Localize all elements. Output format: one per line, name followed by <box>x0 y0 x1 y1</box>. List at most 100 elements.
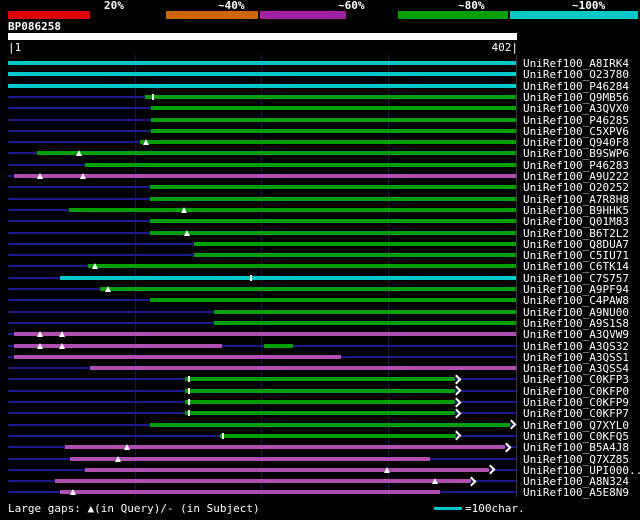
query-gap-triangle-icon <box>184 229 190 236</box>
alignment-bar[interactable] <box>8 72 516 77</box>
row-label[interactable]: UniRef100_A8IRK4 <box>523 57 629 70</box>
row-label[interactable]: UniRef100_P46285 <box>523 114 629 127</box>
alignment-bar[interactable] <box>150 298 516 303</box>
subject-gap-tick <box>188 387 190 394</box>
row-label[interactable]: UniRef100_C6TK14 <box>523 260 629 273</box>
row-label[interactable]: UniRef100_A9U222 <box>523 170 629 183</box>
row-label[interactable]: UniRef100_Q8DUA7 <box>523 238 629 251</box>
row-label[interactable]: UniRef100_B9SWP6 <box>523 147 629 160</box>
alignment-bar[interactable] <box>85 162 516 167</box>
query-gap-triangle-icon <box>432 478 438 485</box>
plot-right-border <box>516 55 517 497</box>
alignment-bar[interactable] <box>69 207 516 212</box>
alignment-bar[interactable] <box>140 140 516 145</box>
alignment-bar[interactable] <box>185 400 455 404</box>
arrowhead-icon <box>466 476 477 487</box>
alignment-bar[interactable] <box>150 422 510 427</box>
row-label[interactable]: UniRef100_Q01M83 <box>523 215 629 228</box>
row-label[interactable]: UniRef100_P46283 <box>523 159 629 172</box>
alignment-bar[interactable] <box>14 332 516 337</box>
row-label[interactable]: UniRef100_UPI000... <box>523 464 640 477</box>
subject-gap-tick <box>188 410 190 417</box>
scale-legend-line <box>434 507 462 510</box>
alignment-bar[interactable] <box>150 219 516 224</box>
row-label[interactable]: UniRef100_C5IU71 <box>523 249 629 262</box>
row-label[interactable]: UniRef100_A8N324 <box>523 475 629 488</box>
alignment-bar[interactable] <box>65 445 505 450</box>
alignment-bar[interactable] <box>151 128 516 133</box>
row-label[interactable]: UniRef100_A5E8N9 <box>523 486 629 499</box>
key-color-segment <box>398 11 508 19</box>
row-label[interactable]: UniRef100_Q9MB56 <box>523 91 629 104</box>
row-label[interactable]: UniRef100_A7R8H8 <box>523 193 629 206</box>
row-label[interactable]: UniRef100_A3QSS1 <box>523 351 629 364</box>
alignment-bar[interactable] <box>100 287 516 291</box>
row-label[interactable]: UniRef100_A9PF94 <box>523 283 629 296</box>
alignment-bar[interactable] <box>185 388 455 393</box>
alignment-bar[interactable] <box>185 377 455 382</box>
key-percent-label: ~60% <box>338 0 365 12</box>
alignment-bar[interactable] <box>150 196 516 201</box>
row-label[interactable]: UniRef100_A3QVX0 <box>523 102 629 115</box>
query-gap-triangle-icon <box>143 139 149 146</box>
alignment-bar[interactable] <box>88 264 516 269</box>
gap-legend-text: Large gaps: ▲(in Query)/- (in Subject) <box>8 502 260 515</box>
arrowhead-icon <box>451 397 462 407</box>
alignment-bar[interactable] <box>185 411 455 416</box>
alignment-bar[interactable] <box>60 275 516 280</box>
row-label[interactable]: UniRef100_A3QVW9 <box>523 328 629 341</box>
alignment-bar[interactable] <box>37 151 516 156</box>
alignment-bar[interactable] <box>60 490 440 495</box>
key-color-segment <box>260 11 346 19</box>
row-label[interactable]: UniRef100_Q7XZ85 <box>523 453 629 466</box>
row-label[interactable]: UniRef100_C7S757 <box>523 272 629 285</box>
alignment-bar[interactable] <box>70 456 430 461</box>
arrowhead-icon <box>506 419 517 430</box>
row-label[interactable]: UniRef100_Q7XYL0 <box>523 419 629 432</box>
scale-legend-label: =100char. <box>465 502 525 515</box>
arrowhead-icon <box>485 464 496 475</box>
row-label[interactable]: UniRef100_C4PAW8 <box>523 294 629 307</box>
row-label[interactable]: UniRef100_A9NU00 <box>523 306 629 319</box>
alignment-bar[interactable] <box>14 354 341 359</box>
row-label[interactable]: UniRef100_C0KFP9 <box>523 396 629 409</box>
alignment-bar[interactable] <box>90 366 516 371</box>
query-title: BP086258 <box>8 20 61 33</box>
alignment-bar[interactable] <box>145 94 516 99</box>
alignment-bar[interactable] <box>194 253 516 258</box>
alignment-bar[interactable] <box>8 83 516 88</box>
subject-gap-tick <box>152 93 154 100</box>
alignment-bar[interactable] <box>85 467 489 472</box>
query-gap-triangle-icon <box>70 489 76 496</box>
alignment-bar[interactable] <box>150 230 516 235</box>
row-label[interactable]: UniRef100_C0KFP0 <box>523 385 629 398</box>
row-label[interactable]: UniRef100_Q940F8 <box>523 136 629 149</box>
row-label[interactable]: UniRef100_B5A4J8 <box>523 441 629 454</box>
row-label[interactable]: UniRef100_C0KFP7 <box>523 407 629 420</box>
alignment-bar[interactable] <box>214 309 516 314</box>
row-label[interactable]: UniRef100_B6T2L2 <box>523 227 629 240</box>
alignment-bar[interactable] <box>214 320 516 325</box>
row-label[interactable]: UniRef100_O23780 <box>523 68 629 81</box>
query-gap-triangle-icon <box>59 331 65 338</box>
row-label[interactable]: UniRef100_A3QS32 <box>523 340 629 353</box>
alignment-bar[interactable] <box>264 343 293 348</box>
row-label[interactable]: UniRef100_C0KFP3 <box>523 373 629 386</box>
alignment-bar[interactable] <box>194 241 516 246</box>
alignment-bar[interactable] <box>14 343 222 348</box>
row-label[interactable]: UniRef100_B9HHK5 <box>523 204 629 217</box>
row-label[interactable]: UniRef100_C0KFQ5 <box>523 430 629 443</box>
alignment-bar[interactable] <box>151 106 516 111</box>
alignment-bar[interactable] <box>151 117 516 122</box>
alignment-bar[interactable] <box>14 174 516 178</box>
row-label[interactable]: UniRef100_P46284 <box>523 80 629 93</box>
row-label[interactable]: UniRef100_A9S1S8 <box>523 317 629 330</box>
alignment-bar[interactable] <box>8 61 516 65</box>
query-gap-triangle-icon <box>37 331 43 338</box>
row-label[interactable]: UniRef100_C5XPV6 <box>523 125 629 138</box>
alignment-bar[interactable] <box>55 479 471 484</box>
row-label[interactable]: UniRef100_A3QSS4 <box>523 362 629 375</box>
alignment-bar[interactable] <box>220 433 456 438</box>
alignment-bar[interactable] <box>150 185 516 190</box>
row-label[interactable]: UniRef100_O20252 <box>523 181 629 194</box>
